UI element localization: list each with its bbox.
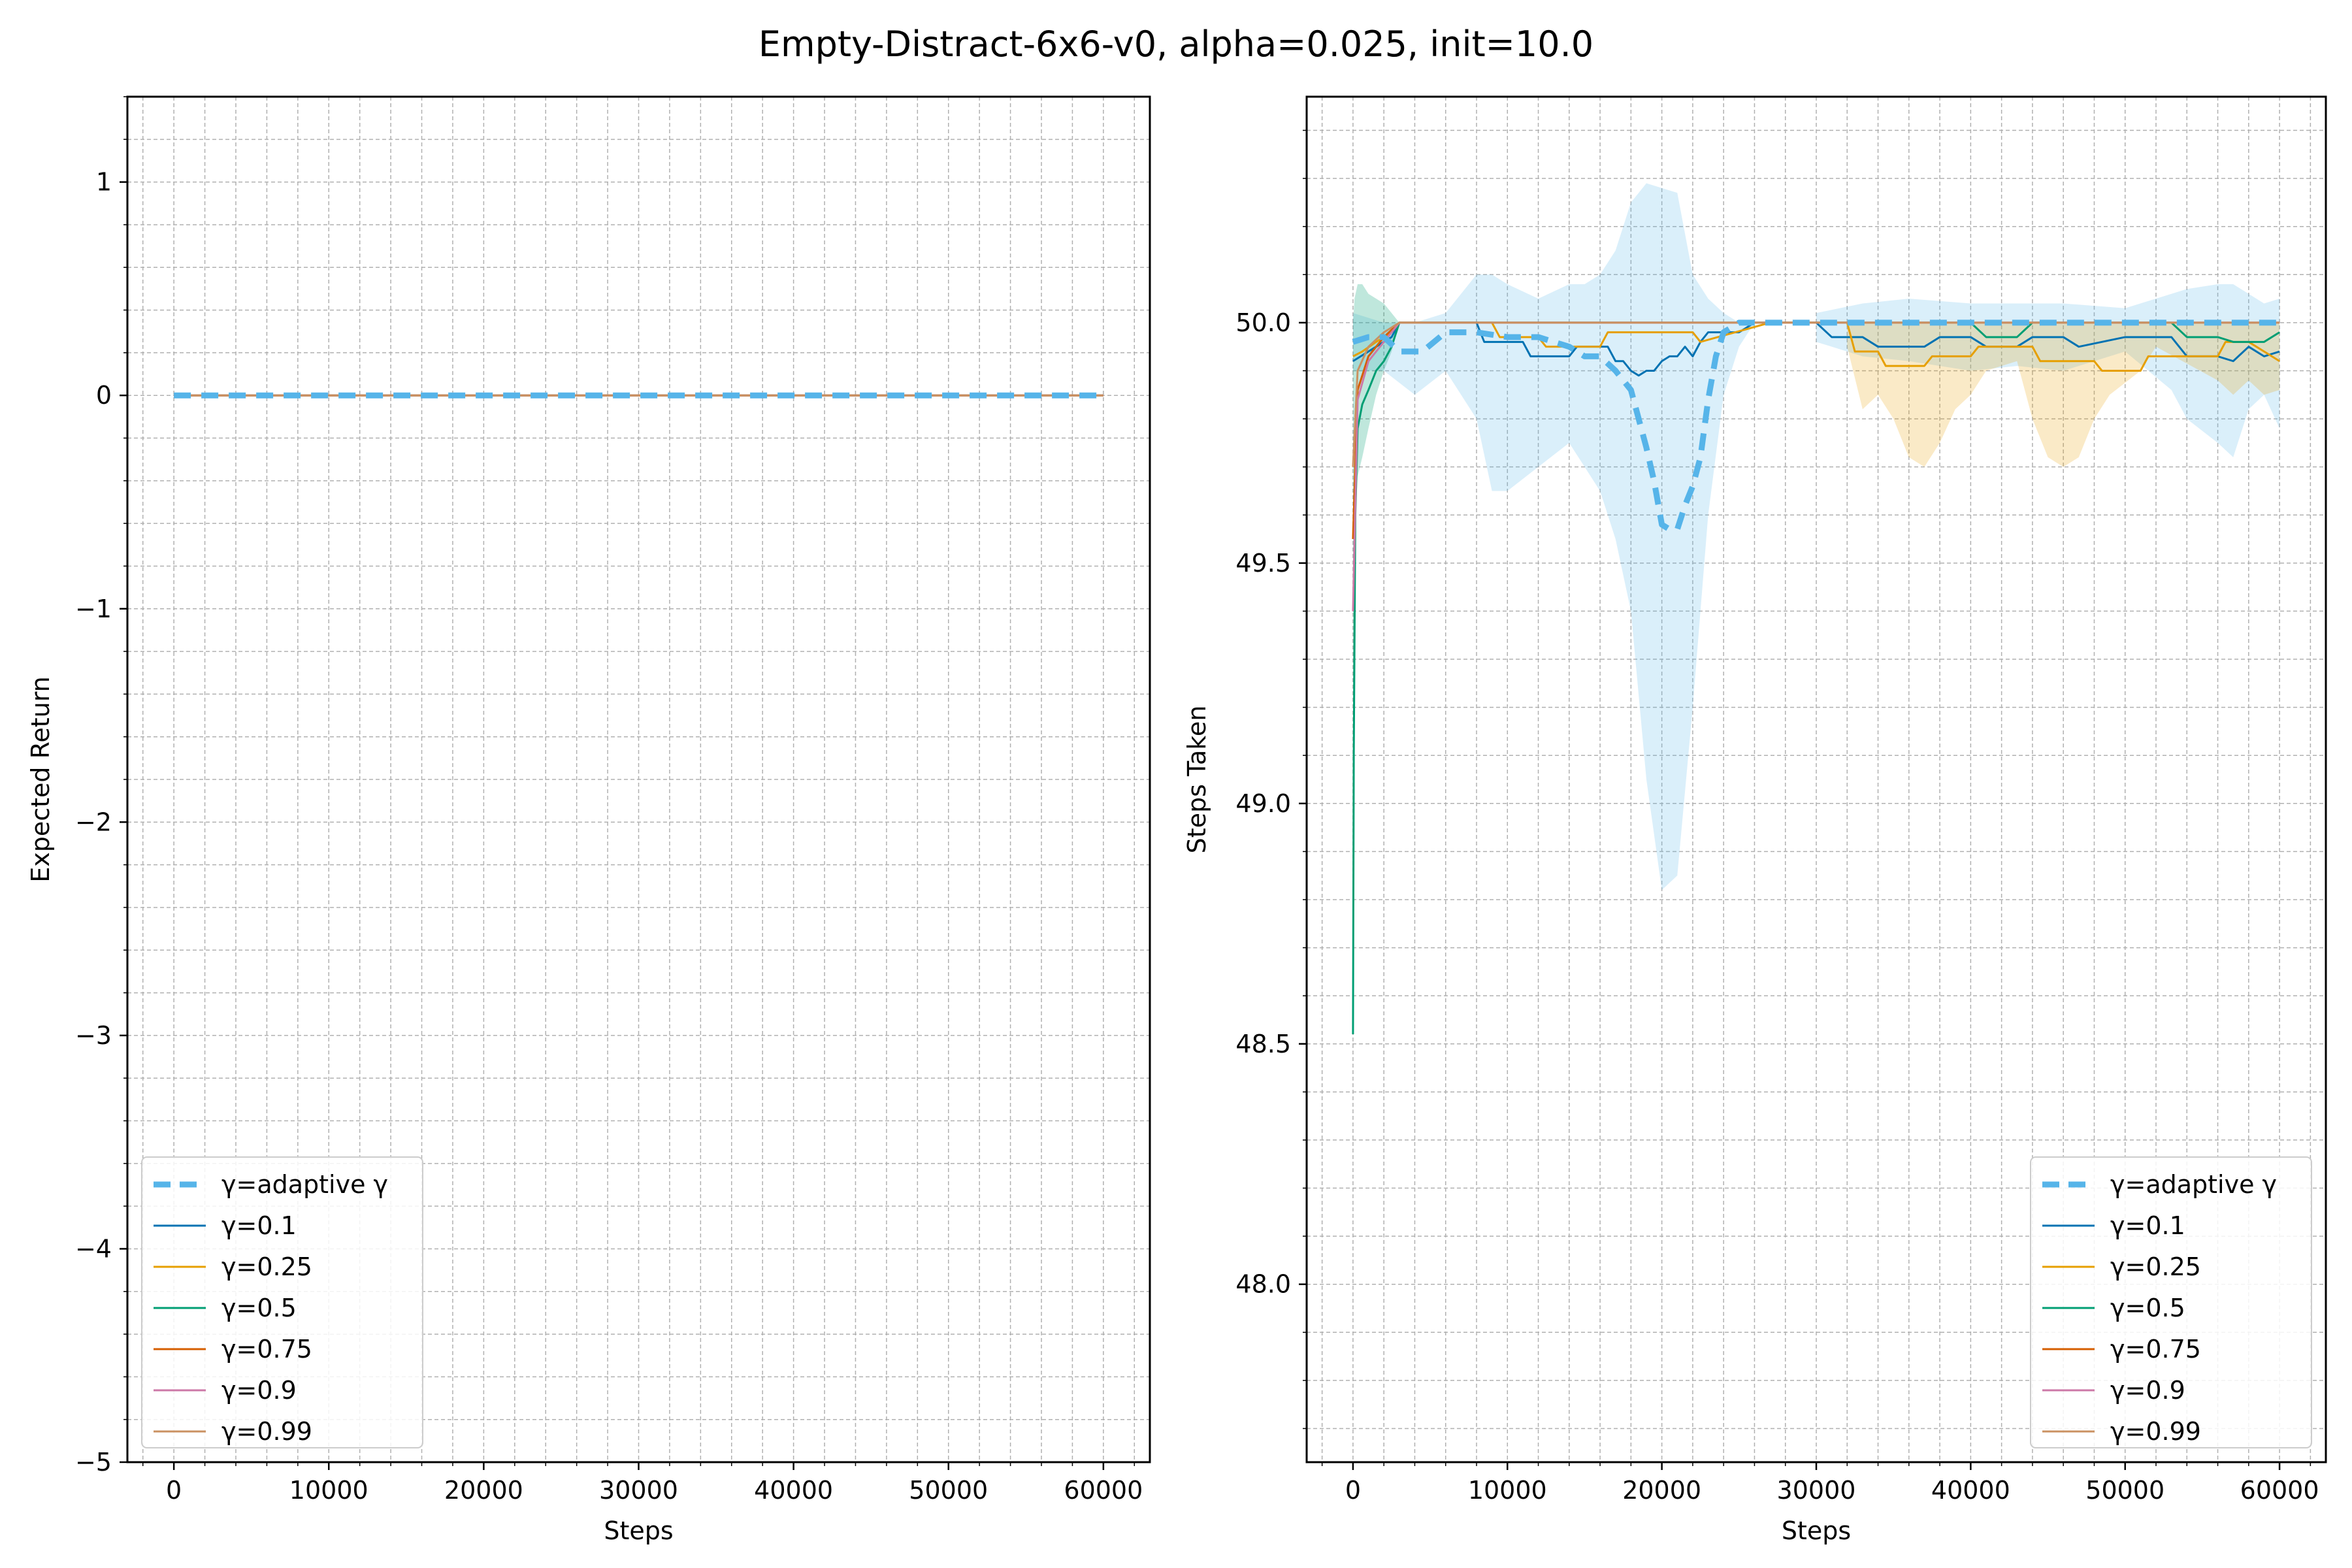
right-legend-label-2: γ=0.25 [2110, 1252, 2201, 1281]
left-x-tick-label: 0 [166, 1476, 182, 1505]
left-legend-label-3: γ=0.5 [221, 1294, 297, 1322]
left-legend-label-5: γ=0.9 [221, 1376, 297, 1405]
left-y-tick-label: −2 [75, 808, 112, 836]
right-x-tick-label: 20000 [1622, 1476, 1701, 1505]
left-y-tick-label: 1 [96, 168, 112, 197]
left-legend-label-2: γ=0.25 [221, 1252, 312, 1281]
right-y-tick-label: 49.0 [1235, 789, 1291, 818]
right-legend-label-0: γ=adaptive γ [2110, 1170, 2277, 1199]
left-legend-label-6: γ=0.99 [221, 1417, 312, 1446]
left-x-tick-label: 50000 [909, 1476, 988, 1505]
left-x-tick-label: 30000 [599, 1476, 678, 1505]
left-legend-box [141, 1156, 423, 1448]
right-y-tick-label: 48.5 [1235, 1030, 1291, 1058]
left-x-tick-label: 20000 [444, 1476, 523, 1505]
right-x-tick-label: 60000 [2240, 1476, 2319, 1505]
right-x-tick-label: 50000 [2085, 1476, 2164, 1505]
right-series-line-0 [1352, 319, 2280, 532]
right-legend-label-5: γ=0.9 [2110, 1376, 2185, 1405]
right-y-tick-label: 50.0 [1235, 308, 1291, 337]
figure-title: Empty-Distract-6x6-v0, alpha=0.025, init… [759, 24, 1593, 65]
right-series-line-6 [1352, 321, 2280, 467]
left-y-tick-label: −3 [75, 1021, 112, 1050]
right-plot-panel: 0 10000 20000 30000 40000 50000 60000 50.0 49.5 4… [1183, 95, 2327, 1545]
left-x-tick-label: 40000 [754, 1476, 833, 1505]
left-plot-panel: 0 10000 20000 30000 40000 50000 60000 1 0 −1 −2 −3 −… [26, 95, 1151, 1545]
right-y-tick-label: 49.5 [1235, 549, 1291, 578]
right-axis-ticks: 0 10000 20000 30000 40000 50000 60000 50.0 49.5 4… [1235, 129, 2319, 1505]
right-legend-box [2030, 1156, 2312, 1448]
right-band-1 [1816, 284, 2280, 457]
left-legend-label-1: γ=0.1 [221, 1211, 297, 1240]
right-series-layer [1352, 319, 2280, 1035]
right-y-tick-label: 48.0 [1235, 1270, 1291, 1299]
right-legend-label-1: γ=0.1 [2110, 1211, 2185, 1240]
right-y-axis-label: Steps Taken [1183, 706, 1211, 854]
left-legend-label-4: γ=0.75 [221, 1335, 312, 1364]
left-x-tick-label: 10000 [289, 1476, 368, 1505]
right-legend-label-3: γ=0.5 [2110, 1294, 2185, 1322]
left-x-tick-label: 60000 [1064, 1476, 1143, 1505]
right-legend-label-6: γ=0.99 [2110, 1417, 2201, 1446]
right-x-tick-label: 40000 [1931, 1476, 2010, 1505]
left-y-tick-label: 0 [96, 381, 112, 410]
left-legend-label-0: γ=adaptive γ [221, 1170, 388, 1199]
left-grid [127, 96, 1150, 1463]
right-x-tick-label: 10000 [1468, 1476, 1547, 1505]
left-x-axis-label: Steps [604, 1516, 673, 1545]
left-y-tick-label: −1 [75, 595, 112, 623]
right-x-axis-label: Steps [1782, 1516, 1851, 1545]
left-y-axis-label: Expected Return [26, 676, 55, 882]
left-axis-ticks: 0 10000 20000 30000 40000 50000 60000 1 0 −1 −2 −3 −… [75, 96, 1143, 1505]
right-x-tick-label: 30000 [1777, 1476, 1856, 1505]
left-y-tick-label: −4 [75, 1234, 112, 1263]
left-y-tick-label: −5 [75, 1448, 112, 1477]
left-legend: γ=adaptive γ γ=0.1 γ=0.25 γ=0.5 γ=0.75 γ=0.9 γ… [141, 1156, 423, 1448]
right-band-0 [1352, 183, 1755, 890]
right-legend: γ=adaptive γ γ=0.1 γ=0.25 γ=0.5 γ=0.75 γ=0.9 γ… [2030, 1156, 2312, 1448]
right-series-line-2 [1352, 321, 2280, 372]
right-band-2 [1847, 322, 2280, 467]
right-legend-label-4: γ=0.75 [2110, 1335, 2201, 1364]
right-x-tick-label: 0 [1345, 1476, 1361, 1505]
